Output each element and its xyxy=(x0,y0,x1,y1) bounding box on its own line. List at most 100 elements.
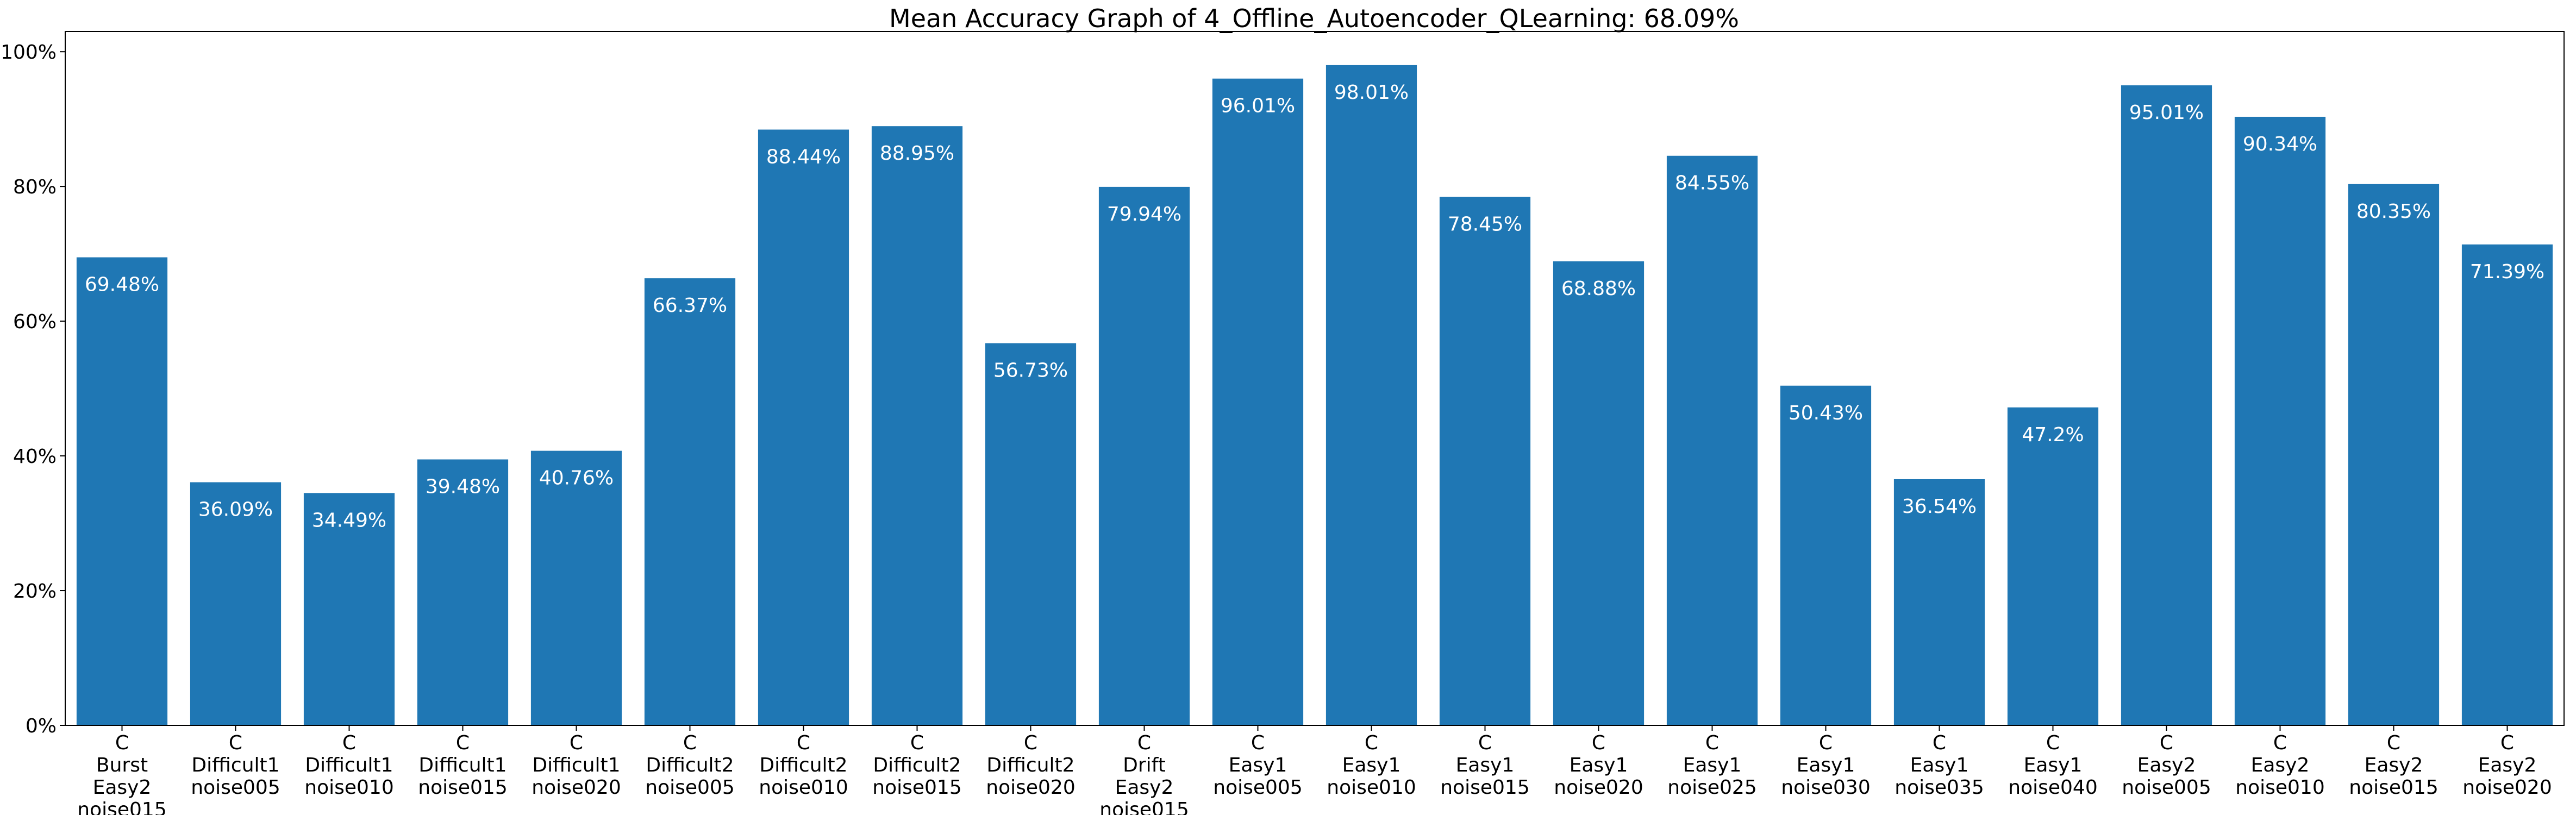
x-tick-label-19: C Easy2 noise010 xyxy=(2235,732,2324,799)
x-tick-label-21-line-2: noise020 xyxy=(2462,776,2552,799)
x-tick-label-6-line-0: C xyxy=(797,732,810,754)
bar-19 xyxy=(2234,116,2326,725)
x-tick-label-10-line-0: C xyxy=(1251,732,1265,754)
x-tick-label-2: C Difficult1 noise010 xyxy=(304,732,393,799)
x-tick-label-5-line-1: Difficult2 xyxy=(646,754,734,776)
x-tick-label-1: C Difficult1 noise005 xyxy=(191,732,280,799)
x-tick-label-21-line-1: Easy2 xyxy=(2478,754,2537,776)
x-tick-label-17-line-0: C xyxy=(2046,732,2060,754)
bar-value-label-18: 95.01% xyxy=(2129,102,2204,124)
x-tick-label-8-line-1: Difficult2 xyxy=(986,754,1074,776)
x-tick-label-11-line-1: Easy1 xyxy=(1342,754,1401,776)
plot-frame xyxy=(65,31,2565,726)
x-tick-label-20: C Easy2 noise015 xyxy=(2349,732,2438,799)
x-tick-label-16-line-1: Easy1 xyxy=(1910,754,1969,776)
bar-value-label-6: 88.44% xyxy=(766,146,841,168)
x-tick-label-3-line-0: C xyxy=(456,732,470,754)
x-tick-label-21-line-0: C xyxy=(2500,732,2514,754)
x-tick-label-12-line-2: noise015 xyxy=(1440,776,1529,799)
x-tick-label-9-line-1: Drift xyxy=(1123,754,1166,776)
x-tick-label-5-line-2: noise005 xyxy=(645,776,734,799)
x-tick-label-7-line-1: Difficult2 xyxy=(873,754,961,776)
bar-value-label-3: 39.48% xyxy=(426,476,500,498)
x-tick-label-10: C Easy1 noise005 xyxy=(1213,732,1302,799)
bar-value-label-9: 79.94% xyxy=(1107,203,1181,225)
x-tick-label-5-line-0: C xyxy=(683,732,697,754)
x-tick-label-2-line-2: noise010 xyxy=(304,776,393,799)
x-tick-label-20-line-2: noise015 xyxy=(2349,776,2438,799)
x-tick-label-15-line-2: noise030 xyxy=(1781,776,1870,799)
bar-20 xyxy=(2348,184,2440,725)
bar-value-label-5: 66.37% xyxy=(653,294,727,317)
x-tick-label-15-line-1: Easy1 xyxy=(1797,754,1855,776)
bar-6 xyxy=(758,129,849,725)
x-tick-label-16-line-2: noise035 xyxy=(1895,776,1984,799)
bar-value-label-10: 96.01% xyxy=(1221,95,1295,117)
x-tick-label-4-line-2: noise020 xyxy=(532,776,621,799)
x-tick-label-1-line-1: Difficult1 xyxy=(191,754,279,776)
x-tick-label-16-line-0: C xyxy=(1933,732,1946,754)
bar-value-label-20: 80.35% xyxy=(2356,200,2431,223)
x-tick-label-13-line-0: C xyxy=(1592,732,1605,754)
value-labels-group: 69.48% 36.09% 34.49% 39.48% 40.76% 66.37% 88.4… xyxy=(85,82,2544,532)
bar-value-label-12: 78.45% xyxy=(1448,213,1522,235)
y-tick-label-3: 60% xyxy=(13,311,57,333)
x-tick-label-18-line-1: Easy2 xyxy=(2137,754,2196,776)
y-axis: 0% 20% 40% 60% 80% 100% xyxy=(1,41,65,737)
x-tick-label-2-line-1: Difficult1 xyxy=(305,754,393,776)
x-tick-label-4-line-1: Difficult1 xyxy=(532,754,620,776)
bar-21 xyxy=(2461,244,2553,726)
x-tick-label-2-line-0: C xyxy=(342,732,356,754)
x-tick-label-4-line-0: C xyxy=(570,732,583,754)
x-tick-label-13-line-1: Easy1 xyxy=(1570,754,1628,776)
bar-18 xyxy=(2121,85,2212,725)
x-tick-label-5: C Difficult2 noise005 xyxy=(645,732,734,799)
bar-value-label-15: 50.43% xyxy=(1789,402,1863,424)
bar-value-label-19: 90.34% xyxy=(2243,133,2317,155)
y-tick-label-5: 100% xyxy=(1,41,57,64)
x-tick-label-19-line-1: Easy2 xyxy=(2251,754,2310,776)
bar-15 xyxy=(1780,385,1872,725)
x-tick-label-13: C Easy1 noise020 xyxy=(1554,732,1643,799)
x-tick-label-9-line-3: noise015 xyxy=(1099,799,1189,815)
x-tick-label-11-line-2: noise010 xyxy=(1327,776,1416,799)
bar-value-label-8: 56.73% xyxy=(993,360,1068,382)
x-tick-label-9: C Drift Easy2 noise015 xyxy=(1099,732,1189,815)
x-tick-label-20-line-0: C xyxy=(2387,732,2400,754)
x-tick-label-6-line-2: noise010 xyxy=(759,776,848,799)
x-tick-label-12: C Easy1 noise015 xyxy=(1440,732,1529,799)
bar-value-label-21: 71.39% xyxy=(2470,261,2544,283)
bar-value-label-16: 36.54% xyxy=(1902,496,1977,518)
x-tick-label-7: C Difficult2 noise015 xyxy=(872,732,961,799)
x-tick-label-0: C Burst Easy2 noise015 xyxy=(77,732,166,815)
x-tick-label-21: C Easy2 noise020 xyxy=(2462,732,2552,799)
bar-value-label-13: 68.88% xyxy=(1561,278,1636,300)
x-tick-label-1-line-2: noise005 xyxy=(191,776,280,799)
y-tick-label-4: 80% xyxy=(13,176,57,198)
bar-value-label-11: 98.01% xyxy=(1334,82,1409,104)
bar-13 xyxy=(1553,261,1645,726)
bar-5 xyxy=(644,278,736,725)
x-tick-label-3-line-1: Difficult1 xyxy=(418,754,507,776)
bar-value-label-1: 36.09% xyxy=(198,499,273,521)
x-tick-label-14-line-1: Easy1 xyxy=(1683,754,1742,776)
x-tick-label-14-line-0: C xyxy=(1705,732,1719,754)
bar-12 xyxy=(1439,197,1531,726)
x-tick-label-0-line-2: Easy2 xyxy=(93,776,152,799)
x-tick-label-12-line-1: Easy1 xyxy=(1456,754,1515,776)
bar-7 xyxy=(871,126,963,725)
x-tick-label-6-line-1: Difficult2 xyxy=(759,754,847,776)
x-tick-label-7-line-2: noise015 xyxy=(872,776,961,799)
bar-9 xyxy=(1098,186,1190,725)
x-tick-label-9-line-0: C xyxy=(1137,732,1151,754)
bar-value-label-4: 40.76% xyxy=(539,467,614,490)
bar-11 xyxy=(1325,65,1417,725)
bar-1 xyxy=(190,482,282,725)
x-tick-label-15: C Easy1 noise030 xyxy=(1781,732,1870,799)
x-tick-label-17-line-2: noise040 xyxy=(2008,776,2097,799)
x-tick-label-12-line-0: C xyxy=(1478,732,1492,754)
x-tick-label-10-line-1: Easy1 xyxy=(1229,754,1287,776)
